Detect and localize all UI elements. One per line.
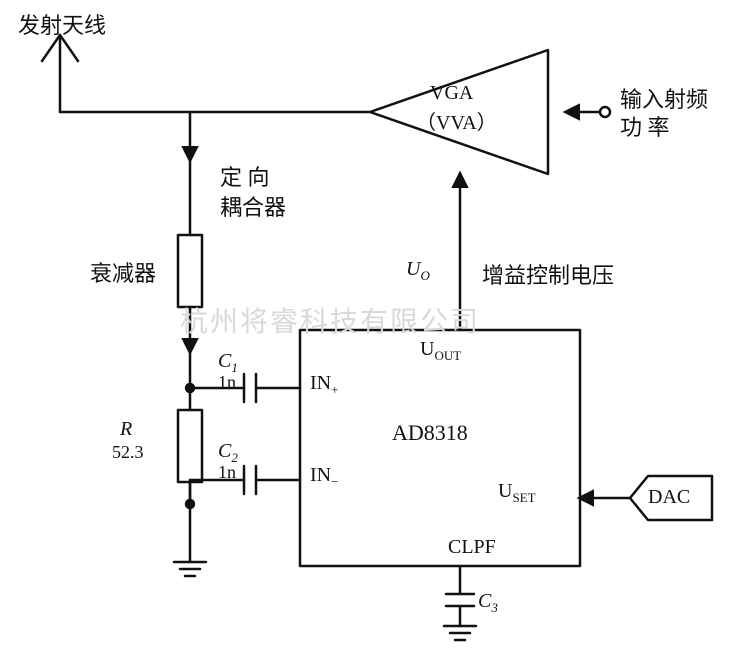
- label-chip: AD8318: [392, 420, 468, 446]
- label-c1-val: 1n: [218, 372, 236, 393]
- label-attenuator: 衰减器: [90, 256, 156, 288]
- label-inplus: IN+: [310, 372, 338, 398]
- label-r: R: [120, 418, 132, 441]
- label-vga-2: （VVA）: [416, 106, 497, 135]
- label-uout: UOUT: [420, 338, 461, 364]
- label-uset: USET: [498, 480, 536, 506]
- label-clpf: CLPF: [448, 536, 496, 559]
- label-coupler-1: 定 向: [220, 160, 270, 192]
- label-c3: C3: [478, 590, 498, 616]
- label-uo: UO: [406, 258, 430, 284]
- label-inminus: IN−: [310, 464, 338, 490]
- label-antenna: 发射天线: [18, 8, 106, 40]
- label-vga-1: VGA: [430, 82, 473, 105]
- label-gain-ctrl: 增益控制电压: [482, 258, 614, 290]
- label-dac: DAC: [648, 486, 690, 509]
- label-r-val: 52.3: [112, 442, 144, 463]
- label-c2-val: 1n: [218, 462, 236, 483]
- diagram-stage: 发射天线 定 向 耦合器 衰减器 VGA （VVA） 输入射频 功 率 增益控制…: [0, 0, 745, 657]
- label-coupler-2: 耦合器: [220, 190, 286, 222]
- label-rfin-2: 功 率: [620, 110, 670, 142]
